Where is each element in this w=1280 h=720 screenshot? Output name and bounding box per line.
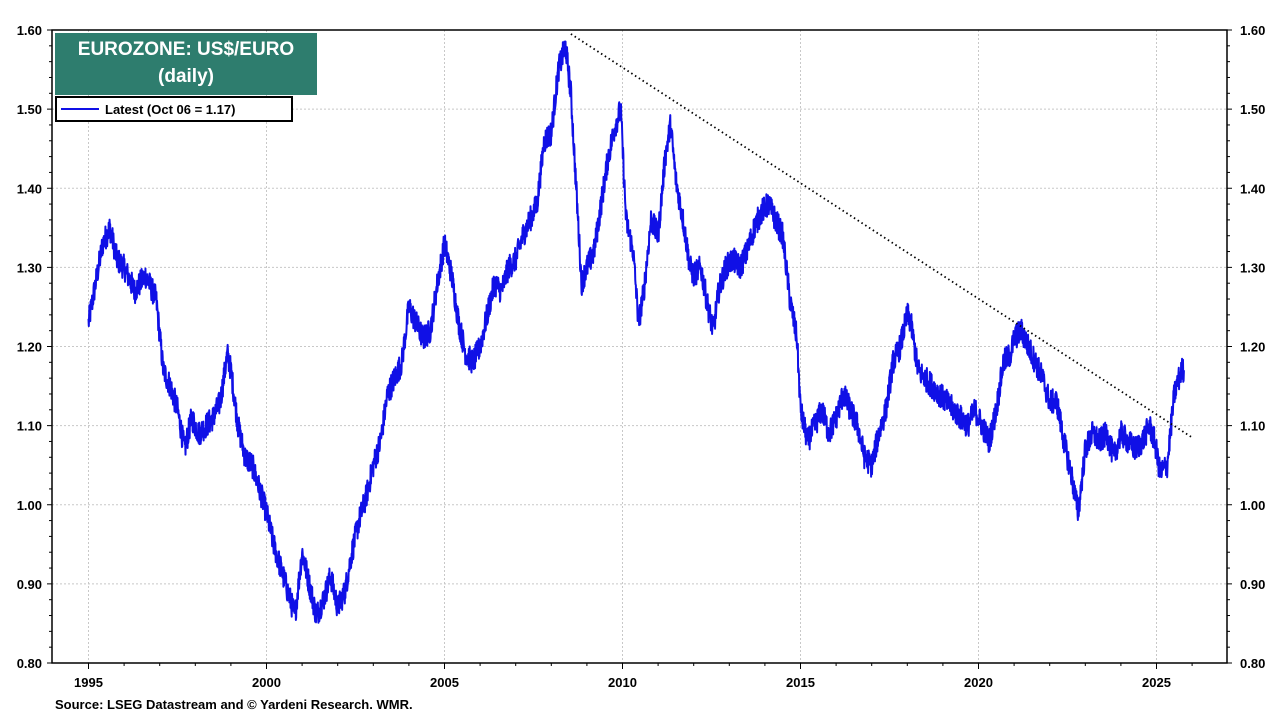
series-layer	[87, 40, 1185, 624]
y-tick-label-right: 1.30	[1240, 260, 1265, 275]
y-tick-label-left: 0.80	[17, 656, 42, 671]
legend-label: Latest (Oct 06 = 1.17)	[105, 101, 236, 117]
series-line	[87, 40, 1185, 624]
y-tick-label-right: 1.20	[1240, 340, 1265, 355]
legend: Latest (Oct 06 = 1.17)	[55, 96, 293, 122]
y-tick-label-left: 1.60	[17, 23, 42, 38]
chart-subtitle: (daily)	[158, 66, 214, 87]
y-axis: 0.80 0.80 0.90 0.90 1.00 1.00 1.10 1.10 1.20 1.20…	[17, 23, 1266, 671]
x-tick-label: 2025	[1142, 675, 1171, 690]
y-tick-label-left: 1.40	[17, 181, 42, 196]
y-tick-label-right: 0.80	[1240, 656, 1265, 671]
y-tick-label-left: 1.30	[17, 260, 42, 275]
y-tick-label-left: 1.00	[17, 498, 42, 513]
x-tick-label: 2000	[252, 675, 281, 690]
x-tick-label: 2015	[786, 675, 815, 690]
x-tick-label: 2005	[430, 675, 459, 690]
legend-swatch	[61, 108, 99, 110]
y-tick-label-right: 1.50	[1240, 102, 1265, 117]
source-note: Source: LSEG Datastream and © Yardeni Re…	[55, 697, 413, 712]
x-tick-label: 1995	[74, 675, 103, 690]
trendline-layer	[570, 33, 1193, 439]
y-tick-label-right: 1.40	[1240, 181, 1265, 196]
y-tick-label-right: 0.90	[1240, 577, 1265, 592]
y-tick-label-left: 0.90	[17, 577, 42, 592]
y-tick-label-left: 1.20	[17, 340, 42, 355]
chart-title-box: EUROZONE: US$/EURO (daily)	[55, 33, 317, 95]
x-tick-label: 2010	[608, 675, 637, 690]
y-tick-label-right: 1.10	[1240, 419, 1265, 434]
chart-title: EUROZONE: US$/EURO	[77, 39, 295, 60]
x-axis: 1995 2000 2005 2010 2015 2020 2025	[74, 663, 1193, 690]
x-tick-label: 2020	[964, 675, 993, 690]
y-tick-label-left: 1.50	[17, 102, 42, 117]
trendline	[570, 33, 1193, 439]
y-tick-label-left: 1.10	[17, 419, 42, 434]
y-tick-label-right: 1.60	[1240, 23, 1265, 38]
y-tick-label-right: 1.00	[1240, 498, 1265, 513]
